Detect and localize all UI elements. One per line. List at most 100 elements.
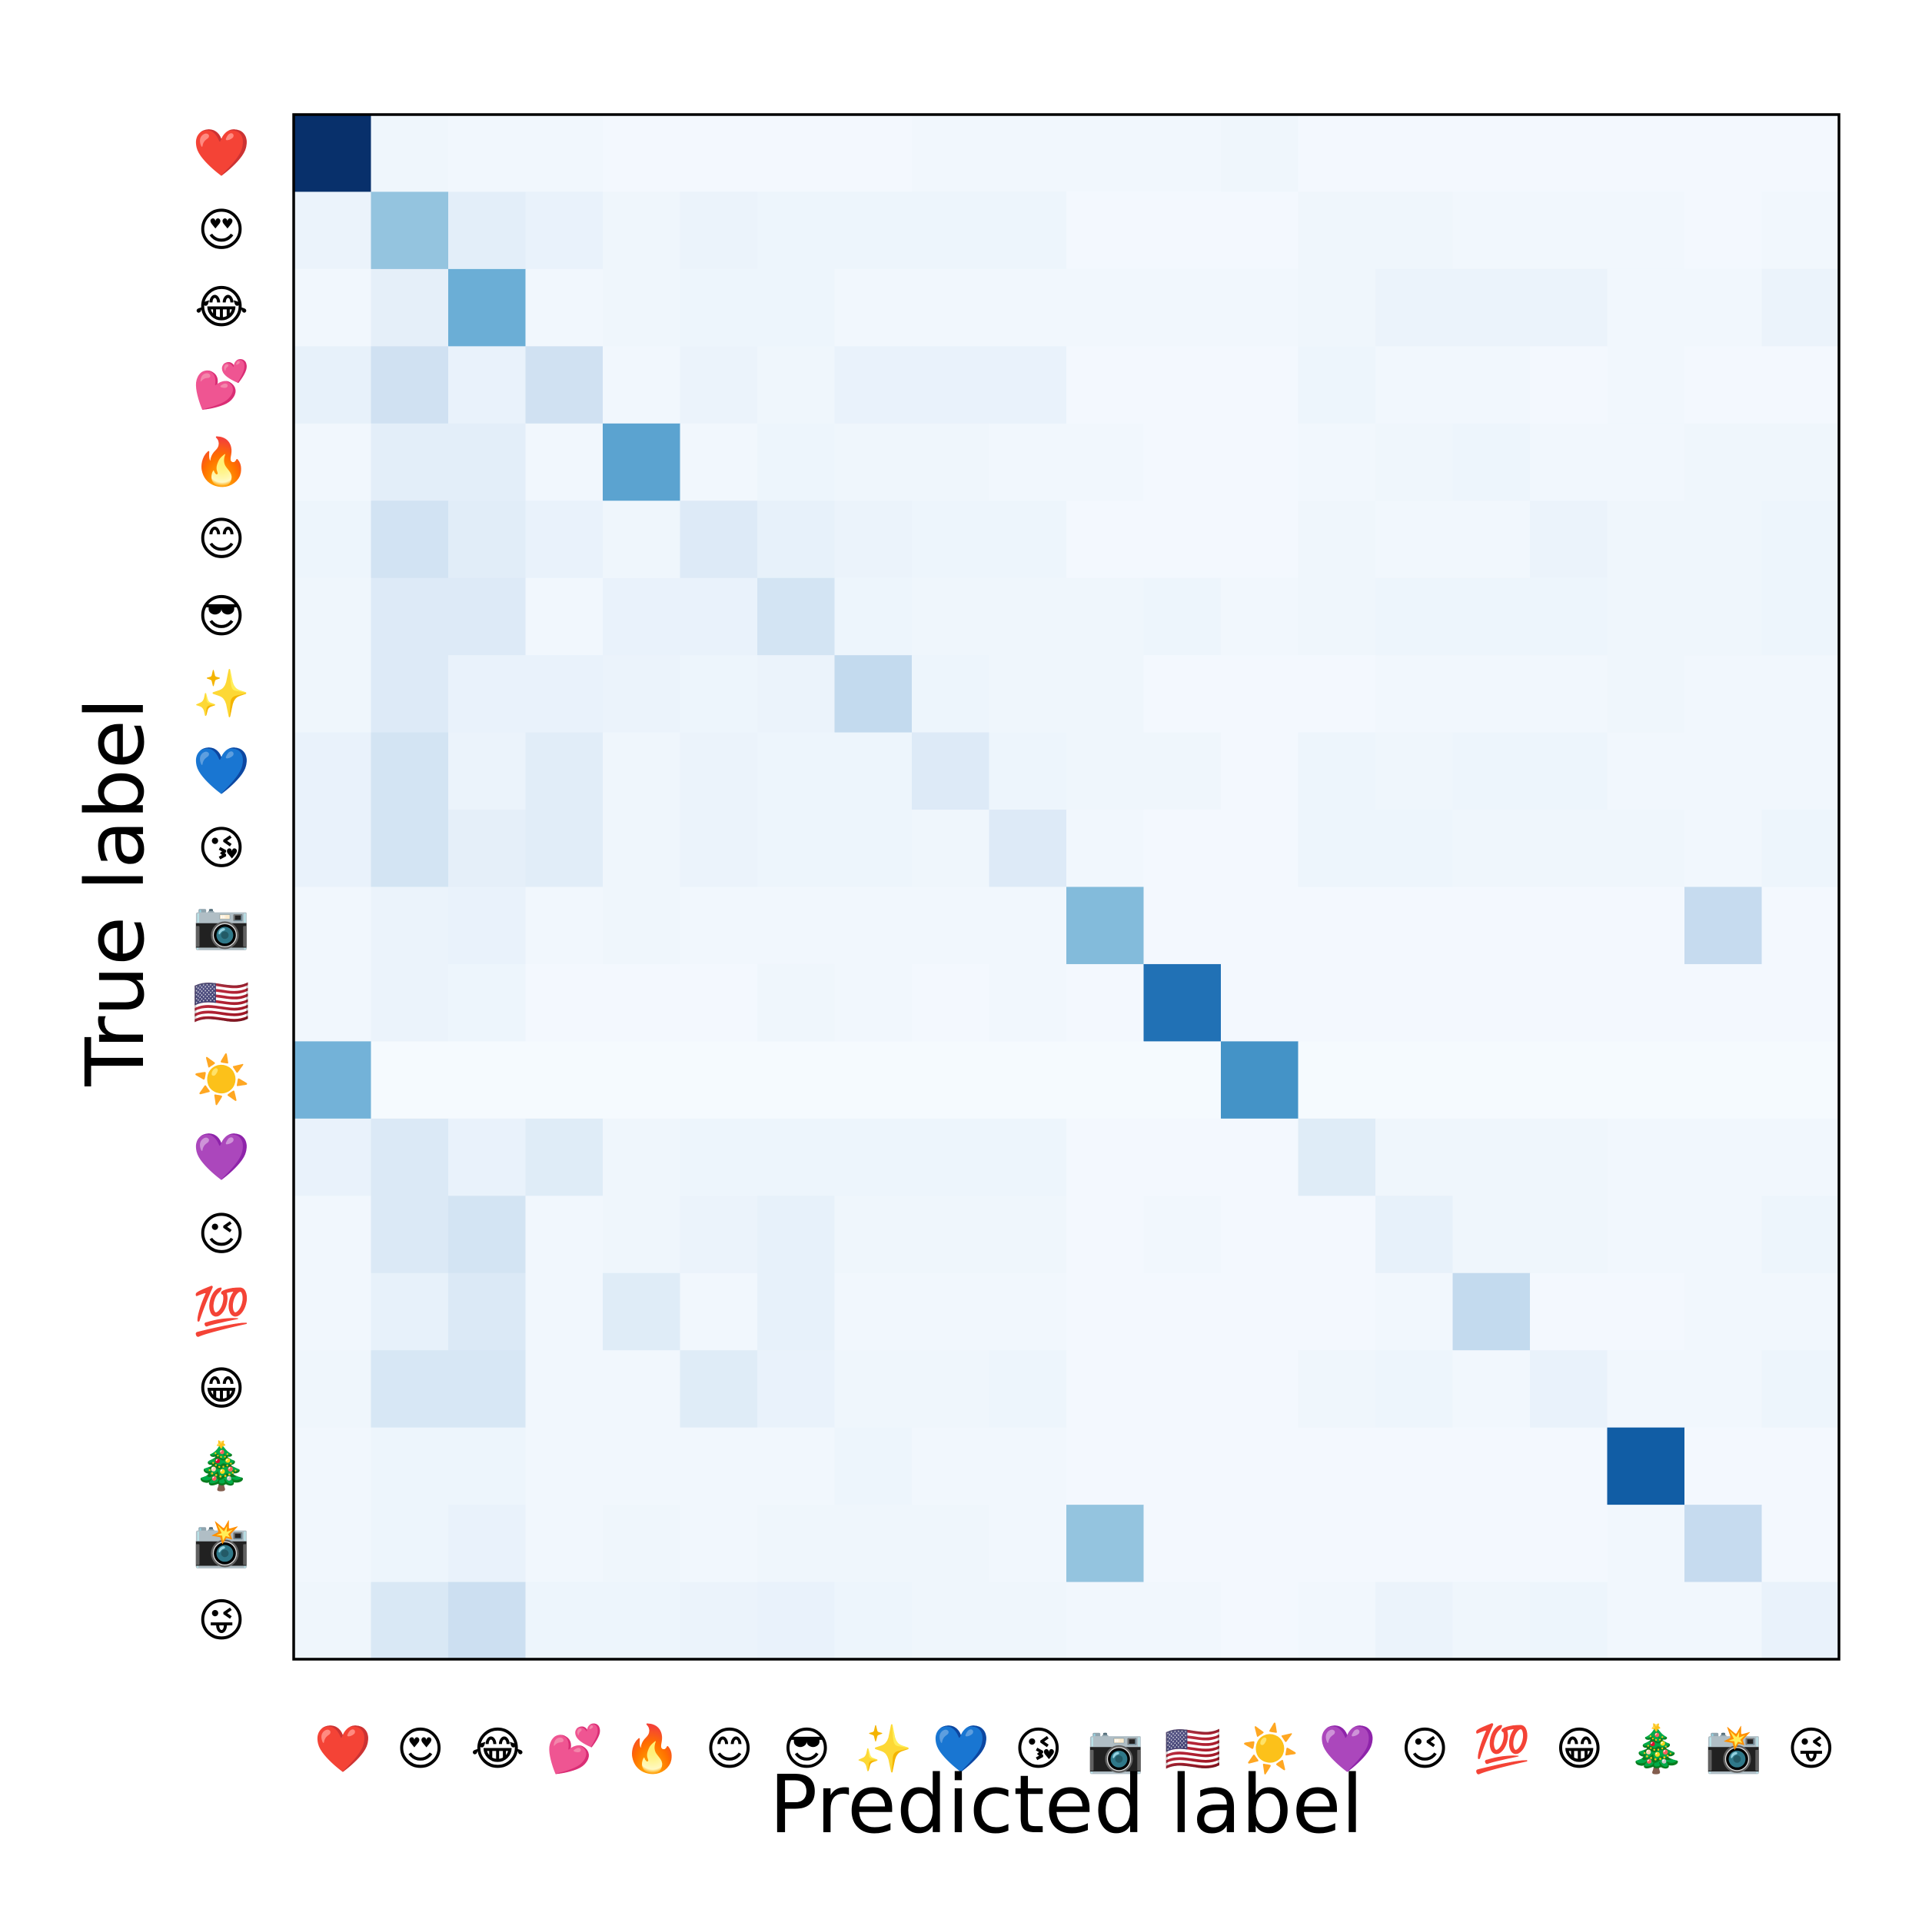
heatmap-cell-kissing-face-camera	[1066, 810, 1145, 888]
heatmap-cell-winking-tongue-red-heart	[294, 1582, 372, 1660]
heatmap-cell-red-heart-tears-of-joy	[448, 115, 527, 193]
heatmap-cell-fire-sun	[1221, 423, 1299, 501]
heatmap-cell-winking-tongue-winking-face	[1375, 1582, 1454, 1660]
heatmap-cell-us-flag-sunglasses	[757, 963, 836, 1042]
heatmap-cell-camera-with-flash-sparkles	[834, 1505, 913, 1583]
x-tick-hundred-points: 💯	[1473, 1722, 1531, 1776]
heatmap-cell-blue-heart-blue-heart	[912, 732, 990, 810]
heatmap-cell-sunglasses-kissing-face	[989, 577, 1067, 656]
heatmap-cell-camera-fire	[603, 886, 681, 965]
heatmap-cell-sparkles-heart-eyes	[371, 655, 449, 733]
heatmap-cell-tears-of-joy-sunglasses	[757, 268, 836, 347]
heatmap-cell-tears-of-joy-camera-with-flash	[1684, 268, 1763, 347]
heatmap-cell-us-flag-hundred-points	[1452, 963, 1531, 1042]
heatmap-cell-hundred-points-winking-tongue	[1761, 1272, 1840, 1351]
heatmap-cells	[294, 115, 1840, 1660]
heatmap-cell-hundred-points-two-hearts	[525, 1272, 604, 1351]
heatmap-cell-sun-christmas-tree	[1607, 1041, 1685, 1119]
heatmap-cell-fire-blue-heart	[912, 423, 990, 501]
heatmap-cell-christmas-tree-sun	[1221, 1427, 1299, 1505]
y-tick-fire: 🔥	[193, 435, 251, 489]
heatmap-cell-two-hearts-camera	[1066, 346, 1145, 424]
heatmap-cell-blue-heart-heart-eyes	[371, 732, 449, 810]
heatmap-cell-red-heart-sun	[1221, 115, 1299, 193]
heatmap-cell-winking-tongue-christmas-tree	[1607, 1582, 1685, 1660]
heatmap-cell-camera-with-flash-fire	[603, 1505, 681, 1583]
heatmap-cell-two-hearts-grinning-face	[1530, 346, 1608, 424]
x-tick-fire: 🔥	[623, 1722, 681, 1776]
heatmap-cell-two-hearts-red-heart	[294, 346, 372, 424]
heatmap-cell-us-flag-fire	[603, 963, 681, 1042]
heatmap-cell-heart-eyes-heart-eyes	[371, 191, 449, 270]
heatmap-cell-camera-with-flash-purple-heart	[1298, 1505, 1376, 1583]
heatmap-cell-us-flag-blue-heart	[912, 963, 990, 1042]
heatmap-cell-heart-eyes-us-flag	[1143, 191, 1222, 270]
heatmap-cell-smiling-face-winking-face	[1375, 501, 1454, 579]
heatmap-cell-smiling-face-purple-heart	[1298, 501, 1376, 579]
heatmap-cell-fire-winking-face	[1375, 423, 1454, 501]
heatmap-cell-christmas-tree-tears-of-joy	[448, 1427, 527, 1505]
heatmap-cell-two-hearts-kissing-face	[989, 346, 1067, 424]
heatmap-cell-winking-face-camera	[1066, 1196, 1145, 1274]
heatmap-cell-blue-heart-camera	[1066, 732, 1145, 810]
heatmap-cell-winking-tongue-kissing-face	[989, 1582, 1067, 1660]
heatmap-cell-kissing-face-winking-tongue	[1761, 810, 1840, 888]
heatmap-cell-blue-heart-purple-heart	[1298, 732, 1376, 810]
heatmap-cell-camera-kissing-face	[989, 886, 1067, 965]
heatmap-cell-heart-eyes-sun	[1221, 191, 1299, 270]
heatmap-cell-blue-heart-two-hearts	[525, 732, 604, 810]
heatmap-cell-purple-heart-us-flag	[1143, 1118, 1222, 1196]
heatmap-cell-winking-face-camera-with-flash	[1684, 1196, 1763, 1274]
heatmap-cell-purple-heart-sun	[1221, 1118, 1299, 1196]
heatmap-cell-blue-heart-winking-face	[1375, 732, 1454, 810]
x-tick-purple-heart: 💜	[1318, 1722, 1376, 1776]
heatmap-cell-tears-of-joy-kissing-face	[989, 268, 1067, 347]
heatmap-cell-heart-eyes-kissing-face	[989, 191, 1067, 270]
x-tick-two-hearts: 💕	[546, 1722, 604, 1776]
heatmap-cell-kissing-face-smiling-face	[680, 810, 758, 888]
heatmap-cell-camera-tears-of-joy	[448, 886, 527, 965]
heatmap-cell-winking-face-red-heart	[294, 1196, 372, 1274]
heatmap-cell-smiling-face-hundred-points	[1452, 501, 1531, 579]
heatmap-cell-tears-of-joy-tears-of-joy	[448, 268, 527, 347]
heatmap-cell-christmas-tree-smiling-face	[680, 1427, 758, 1505]
heatmap-cell-tears-of-joy-smiling-face	[680, 268, 758, 347]
heatmap-cell-winking-face-fire	[603, 1196, 681, 1274]
heatmap-cell-christmas-tree-camera-with-flash	[1684, 1427, 1763, 1505]
heatmap-cell-winking-tongue-blue-heart	[912, 1582, 990, 1660]
heatmap-cell-smiling-face-kissing-face	[989, 501, 1067, 579]
heatmap-cell-sunglasses-red-heart	[294, 577, 372, 656]
heatmap-cell-hundred-points-smiling-face	[680, 1272, 758, 1351]
y-tick-two-hearts: 💕	[193, 358, 251, 412]
heatmap-cell-christmas-tree-purple-heart	[1298, 1427, 1376, 1505]
heatmap-cell-sunglasses-heart-eyes	[371, 577, 449, 656]
heatmap-cell-tears-of-joy-winking-face	[1375, 268, 1454, 347]
heatmap-cell-camera-sunglasses	[757, 886, 836, 965]
y-tick-winking-tongue: 😜	[198, 1594, 246, 1648]
heatmap-cell-hundred-points-camera-with-flash	[1684, 1272, 1763, 1351]
heatmap-cell-sun-blue-heart	[912, 1041, 990, 1119]
x-tick-grinning-face: 😁	[1555, 1722, 1604, 1776]
heatmap-cell-us-flag-tears-of-joy	[448, 963, 527, 1042]
heatmap-cell-fire-winking-tongue	[1761, 423, 1840, 501]
heatmap-cell-christmas-tree-fire	[603, 1427, 681, 1505]
heatmap-cell-two-hearts-sun	[1221, 346, 1299, 424]
heatmap-cell-camera-us-flag	[1143, 886, 1222, 965]
x-tick-tears-of-joy: 😂	[471, 1722, 524, 1776]
heatmap-cell-sun-kissing-face	[989, 1041, 1067, 1119]
heatmap-cell-tears-of-joy-hundred-points	[1452, 268, 1531, 347]
heatmap-cell-camera-sun	[1221, 886, 1299, 965]
x-tick-camera-with-flash: 📸	[1705, 1722, 1763, 1776]
heatmap-cell-christmas-tree-us-flag	[1143, 1427, 1222, 1505]
heatmap-cell-purple-heart-smiling-face	[680, 1118, 758, 1196]
heatmap-cell-red-heart-smiling-face	[680, 115, 758, 193]
heatmap-cell-sunglasses-smiling-face	[680, 577, 758, 656]
heatmap-cell-grinning-face-christmas-tree	[1607, 1350, 1685, 1429]
heatmap-cell-camera-with-flash-red-heart	[294, 1505, 372, 1583]
heatmap-cell-sunglasses-fire	[603, 577, 681, 656]
heatmap-cell-sparkles-winking-tongue	[1761, 655, 1840, 733]
y-tick-purple-heart: 💜	[193, 1130, 251, 1184]
heatmap-cell-sunglasses-grinning-face	[1530, 577, 1608, 656]
heatmap-cell-smiling-face-red-heart	[294, 501, 372, 579]
heatmap-cell-camera-camera-with-flash	[1684, 886, 1763, 965]
